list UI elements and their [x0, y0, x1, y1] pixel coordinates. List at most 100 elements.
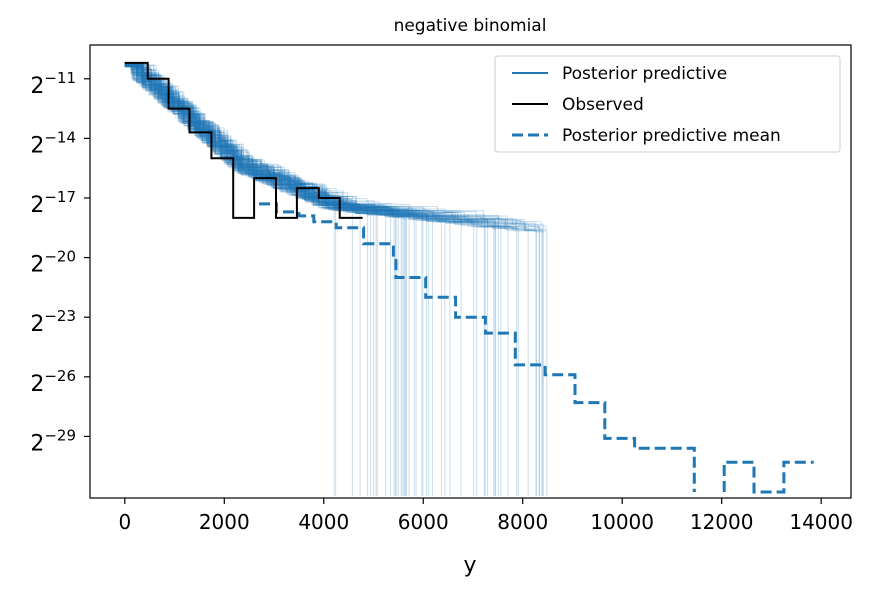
posterior-predictive-draw [124, 64, 511, 227]
posterior-predictive-draw [124, 65, 489, 222]
posterior-predictive-draw [124, 65, 387, 496]
x-tick-label: 10000 [590, 510, 654, 534]
posterior-predictive-draw [124, 62, 518, 496]
x-tick-label: 12000 [690, 510, 754, 534]
posterior-predictive-draw [124, 62, 486, 496]
posterior-predictive-draw [124, 66, 537, 496]
posterior-predictive-draw [124, 64, 422, 218]
y-tick-label: 2−23 [30, 307, 76, 337]
posterior-predictive-draw [124, 64, 450, 222]
posterior-predictive-draw [124, 64, 335, 496]
posterior-predictive-draw [124, 64, 379, 214]
posterior-predictive-draw [124, 64, 541, 496]
posterior-predictive-draw [124, 64, 375, 496]
x-tick-label: 6000 [398, 510, 449, 534]
posterior-predictive-draw [124, 64, 379, 214]
posterior-predictive-draw [124, 62, 537, 232]
posterior-predictive-draw [124, 65, 537, 496]
posterior-predictive-draw [124, 63, 420, 220]
posterior-predictive-draw [124, 62, 405, 496]
posterior-predictive-draw [124, 65, 381, 212]
x-tick-label: 2000 [199, 510, 250, 534]
posterior-predictive-draw [124, 62, 527, 230]
posterior-predictive-draw [124, 63, 373, 209]
posterior-predictive-mean [259, 202, 814, 494]
posterior-predictive-draw [124, 63, 442, 496]
posterior-predictive-draw [124, 62, 387, 209]
posterior-predictive-draws [124, 62, 548, 496]
chart-title: negative binomial [394, 16, 547, 36]
x-axis-ticks: 0 2000 4000 6000 8000 10000 12000 14000 [118, 498, 853, 534]
posterior-predictive-draw [124, 65, 352, 206]
legend-label: Posterior predictive mean [562, 126, 781, 146]
posterior-predictive-draw [124, 62, 429, 496]
posterior-predictive-draw [124, 65, 544, 496]
posterior-predictive-draw [124, 64, 397, 212]
posterior-predictive-draw [124, 63, 402, 496]
posterior-predictive-draw [124, 62, 424, 496]
x-tick-label: 0 [118, 510, 131, 534]
posterior-predictive-draw [124, 64, 489, 496]
x-tick-label: 4000 [298, 510, 349, 534]
posterior-predictive-draw [124, 62, 446, 496]
posterior-predictive-draw [124, 63, 499, 496]
posterior-predictive-draw [124, 62, 518, 229]
posterior-predictive-draw [124, 64, 380, 214]
posterior-predictive-draw [124, 62, 406, 496]
posterior-predictive-draw [124, 65, 408, 216]
posterior-predictive-draw [124, 64, 408, 496]
y-tick-label: 2−11 [30, 69, 76, 99]
posterior-predictive-draw [124, 62, 478, 496]
posterior-predictive-draw [124, 65, 462, 496]
posterior-predictive-draw [124, 63, 548, 496]
posterior-predictive-draw [124, 64, 456, 218]
y-tick-label: 2−14 [30, 128, 76, 158]
legend-box [494, 55, 841, 153]
posterior-predictive-draw [124, 65, 389, 216]
x-tick-label: 8000 [497, 510, 548, 534]
posterior-predictive-draw [124, 64, 464, 223]
posterior-predictive-draw [124, 65, 337, 496]
posterior-predictive-draw [124, 63, 457, 225]
observed [124, 61, 363, 219]
observed-line [124, 61, 363, 219]
posterior-predictive-draw [124, 64, 353, 212]
legend-label: Posterior predictive [562, 64, 727, 84]
posterior-predictive-draw [124, 64, 479, 223]
posterior-predictive-draw [124, 64, 394, 215]
posterior-predictive-draw [124, 64, 414, 213]
y-tick-label: 2−29 [30, 426, 76, 456]
posterior-predictive-draw [124, 65, 359, 205]
posterior-predictive-draw [124, 63, 378, 496]
posterior-predictive-draw [124, 65, 544, 225]
posterior-predictive-draw [124, 64, 397, 496]
posterior-predictive-draw [124, 65, 392, 496]
posterior-predictive-draw [124, 62, 497, 496]
posterior-predictive-draw [124, 66, 520, 226]
posterior-predictive-draw [124, 64, 361, 496]
plot-frame [89, 44, 852, 499]
y-tick-label: 2−20 [30, 248, 76, 278]
posterior-predictive-draw [124, 62, 369, 496]
posterior-predictive-draw [124, 66, 519, 496]
posterior-predictive-draw [124, 64, 495, 229]
legend-label: Observed [562, 95, 644, 115]
posterior-predictive-draw [124, 64, 416, 215]
posterior-predictive-draw [124, 62, 410, 496]
posterior-predictive-draw [124, 63, 543, 232]
posterior-predictive-mean-line [259, 202, 814, 494]
posterior-predictive-draw [124, 65, 512, 229]
posterior-predictive-draw [124, 64, 361, 207]
posterior-predictive-draw [124, 64, 428, 496]
posterior-predictive-draw [124, 62, 383, 213]
posterior-predictive-draw [124, 64, 540, 496]
posterior-predictive-draw [124, 65, 496, 496]
posterior-predictive-draw [124, 65, 497, 230]
y-axis-ticks: 2−11 2−14 2−17 2−20 2−23 2−26 2−29 [30, 69, 90, 456]
posterior-predictive-draw [124, 62, 396, 496]
posterior-predictive-draw [124, 66, 395, 496]
posterior-predictive-draw [124, 65, 479, 222]
posterior-predictive-draw [124, 63, 353, 496]
posterior-predictive-draw [124, 62, 364, 215]
posterior-predictive-draw [124, 63, 509, 496]
